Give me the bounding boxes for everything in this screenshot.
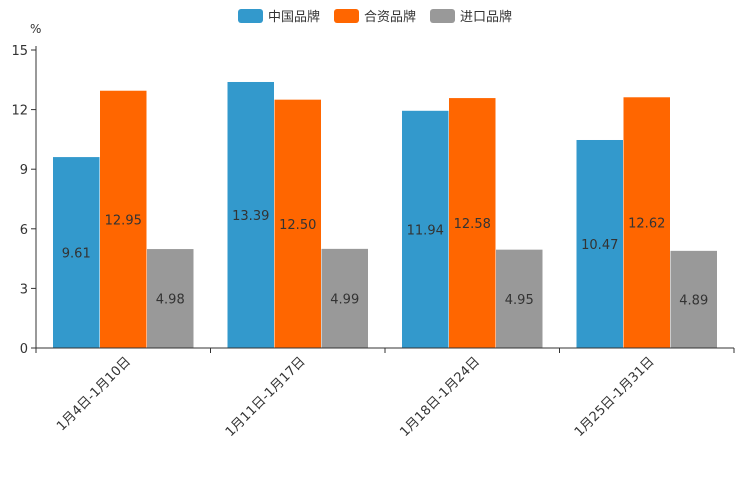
legend-item[interactable]: 进口品牌: [430, 9, 512, 25]
bar: [100, 90, 147, 348]
bar: [449, 98, 496, 348]
legend-label: 进口品牌: [460, 9, 512, 25]
y-tick-label: 0: [20, 342, 28, 357]
bar-value-label: 11.94: [407, 223, 444, 238]
legend-label: 合资品牌: [364, 9, 416, 25]
x-axis: 1月4日-1月10日 1月11日-1月17日 1月18日-1月24日 1月25日-1月…: [35, 347, 735, 440]
bar-value-label: 12.50: [279, 218, 316, 233]
y-tick-label: 3: [20, 282, 28, 297]
bar-value-label: 12.95: [105, 213, 142, 228]
bar-value-label: 4.95: [505, 293, 534, 308]
x-tick-label: 1月25日-1月31日: [572, 354, 658, 440]
bar: [623, 97, 670, 348]
bar-value-label: 4.98: [156, 293, 185, 308]
legend-swatch: [430, 9, 455, 23]
legend-item[interactable]: 合资品牌: [334, 9, 416, 25]
bar: [274, 99, 321, 349]
legend-swatch: [238, 9, 263, 23]
bar-value-label: 10.47: [581, 238, 618, 253]
y-tick-label: 6: [20, 223, 28, 238]
bar: [53, 157, 100, 348]
bar-value-label: 4.99: [330, 292, 359, 307]
bar: [402, 110, 449, 349]
bar-value-label: 13.39: [232, 209, 269, 224]
bar: [321, 248, 368, 348]
bar-value-label: 12.62: [628, 217, 665, 232]
legend-swatch: [334, 9, 359, 23]
y-tick-label: 9: [20, 163, 28, 178]
legend: 中国品牌 合资品牌 进口品牌: [238, 9, 512, 25]
bars: 9.61 12.95 4.98 13.39 12.50 4.99 11.94 12.58 4.9…: [53, 81, 717, 349]
y-tick-label: 12: [11, 104, 28, 119]
y-tick-label: 15: [11, 44, 28, 59]
bar: [227, 81, 274, 348]
bar-value-label: 12.58: [454, 217, 491, 232]
bar: [670, 250, 717, 348]
y-axis: 0 3 6 9 12 15: [11, 44, 37, 357]
x-tick-label: 1月4日-1月10日: [54, 354, 134, 434]
bar: [147, 249, 194, 348]
y-axis-unit-label: %: [30, 22, 41, 36]
bar: [576, 139, 623, 348]
legend-item[interactable]: 中国品牌: [238, 9, 320, 25]
x-tick-label: 1月18日-1月24日: [397, 354, 483, 440]
x-tick-label: 1月11日-1月17日: [223, 354, 309, 440]
bar: [496, 249, 543, 348]
bar-value-label: 9.61: [62, 247, 91, 262]
bar-value-label: 4.89: [679, 293, 708, 308]
legend-label: 中国品牌: [268, 9, 320, 25]
